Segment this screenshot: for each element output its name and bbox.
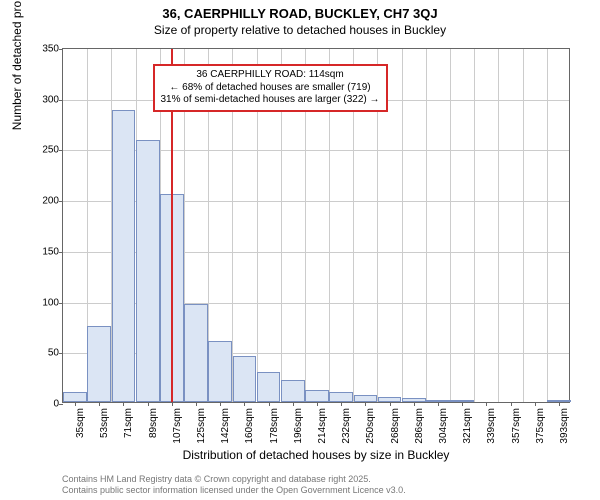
ytick-label: 250 bbox=[42, 145, 59, 156]
histogram-bar bbox=[329, 392, 353, 402]
ytick-mark bbox=[59, 201, 63, 202]
histogram-bar bbox=[402, 398, 426, 402]
xtick-mark bbox=[317, 402, 318, 406]
histogram-bar bbox=[547, 400, 571, 402]
xtick-mark bbox=[559, 402, 560, 406]
xtick-label: 357sqm bbox=[511, 408, 522, 444]
ytick-label: 350 bbox=[42, 44, 59, 55]
plot-area: 05010015020025030035035sqm53sqm71sqm89sq… bbox=[62, 48, 570, 403]
ytick-mark bbox=[59, 49, 63, 50]
ytick-label: 150 bbox=[42, 246, 59, 257]
xtick-label: 393sqm bbox=[559, 408, 570, 444]
xtick-mark bbox=[244, 402, 245, 406]
histogram-bar bbox=[354, 395, 378, 402]
histogram-bar bbox=[87, 326, 111, 402]
xtick-mark bbox=[486, 402, 487, 406]
ytick-mark bbox=[59, 252, 63, 253]
gridline-v bbox=[523, 49, 524, 402]
xtick-mark bbox=[462, 402, 463, 406]
ytick-label: 50 bbox=[48, 348, 59, 359]
xtick-label: 107sqm bbox=[172, 408, 183, 444]
xtick-label: 35sqm bbox=[75, 408, 86, 438]
xtick-mark bbox=[99, 402, 100, 406]
xtick-label: 304sqm bbox=[438, 408, 449, 444]
annotation-line: ← 68% of detached houses are smaller (71… bbox=[161, 82, 380, 95]
xtick-label: 250sqm bbox=[365, 408, 376, 444]
histogram-bar bbox=[136, 140, 160, 402]
xtick-label: 268sqm bbox=[390, 408, 401, 444]
ytick-mark bbox=[59, 100, 63, 101]
xtick-mark bbox=[511, 402, 512, 406]
xtick-mark bbox=[293, 402, 294, 406]
histogram-bar bbox=[63, 392, 87, 402]
xtick-mark bbox=[390, 402, 391, 406]
gridline-v bbox=[474, 49, 475, 402]
xtick-mark bbox=[148, 402, 149, 406]
xtick-label: 53sqm bbox=[99, 408, 110, 438]
footer-attribution: Contains HM Land Registry data © Crown c… bbox=[62, 474, 406, 496]
gridline-v bbox=[498, 49, 499, 402]
plot-frame: 05010015020025030035035sqm53sqm71sqm89sq… bbox=[62, 48, 570, 403]
gridline-v bbox=[450, 49, 451, 402]
chart-subtitle: Size of property relative to detached ho… bbox=[0, 23, 600, 37]
xtick-label: 375sqm bbox=[535, 408, 546, 444]
xtick-mark bbox=[196, 402, 197, 406]
xtick-label: 286sqm bbox=[414, 408, 425, 444]
xtick-mark bbox=[365, 402, 366, 406]
xtick-mark bbox=[220, 402, 221, 406]
xtick-label: 142sqm bbox=[220, 408, 231, 444]
chart-title-block: 36, CAERPHILLY ROAD, BUCKLEY, CH7 3QJ Si… bbox=[0, 0, 600, 37]
gridline-v bbox=[547, 49, 548, 402]
y-axis-label: Number of detached properties bbox=[10, 0, 24, 130]
ytick-label: 300 bbox=[42, 94, 59, 105]
xtick-mark bbox=[75, 402, 76, 406]
histogram-bar bbox=[208, 341, 232, 402]
histogram-bar bbox=[112, 110, 136, 402]
histogram-bar bbox=[233, 356, 257, 402]
ytick-mark bbox=[59, 303, 63, 304]
y-axis-label-wrap: Number of detached properties bbox=[10, 0, 24, 225]
ytick-mark bbox=[59, 404, 63, 405]
xtick-mark bbox=[438, 402, 439, 406]
xtick-label: 160sqm bbox=[244, 408, 255, 444]
chart-title: 36, CAERPHILLY ROAD, BUCKLEY, CH7 3QJ bbox=[0, 6, 600, 21]
xtick-mark bbox=[172, 402, 173, 406]
histogram-bar bbox=[305, 390, 329, 402]
ytick-label: 100 bbox=[42, 297, 59, 308]
annotation-line: 36 CAERPHILLY ROAD: 114sqm bbox=[161, 69, 380, 82]
xtick-mark bbox=[535, 402, 536, 406]
gridline-v bbox=[402, 49, 403, 402]
annotation-line: 31% of semi-detached houses are larger (… bbox=[161, 94, 380, 107]
xtick-label: 178sqm bbox=[269, 408, 280, 444]
footer-line-1: Contains HM Land Registry data © Crown c… bbox=[62, 474, 406, 485]
footer-line-2: Contains public sector information licen… bbox=[62, 485, 406, 496]
ytick-mark bbox=[59, 353, 63, 354]
xtick-mark bbox=[269, 402, 270, 406]
xtick-label: 196sqm bbox=[293, 408, 304, 444]
histogram-bar bbox=[257, 372, 281, 402]
histogram-bar bbox=[450, 400, 474, 402]
x-axis-label: Distribution of detached houses by size … bbox=[62, 448, 570, 462]
xtick-label: 125sqm bbox=[196, 408, 207, 444]
xtick-label: 71sqm bbox=[123, 408, 134, 438]
ytick-mark bbox=[59, 150, 63, 151]
histogram-bar bbox=[378, 397, 402, 402]
histogram-bar bbox=[184, 304, 208, 402]
xtick-label: 232sqm bbox=[341, 408, 352, 444]
histogram-bar bbox=[426, 400, 450, 402]
xtick-mark bbox=[123, 402, 124, 406]
xtick-mark bbox=[341, 402, 342, 406]
gridline-v bbox=[426, 49, 427, 402]
xtick-label: 321sqm bbox=[462, 408, 473, 444]
ytick-label: 200 bbox=[42, 196, 59, 207]
annotation-box: 36 CAERPHILLY ROAD: 114sqm← 68% of detac… bbox=[153, 64, 388, 112]
xtick-label: 89sqm bbox=[148, 408, 159, 438]
xtick-mark bbox=[414, 402, 415, 406]
histogram-bar bbox=[281, 380, 305, 402]
xtick-label: 339sqm bbox=[486, 408, 497, 444]
xtick-label: 214sqm bbox=[317, 408, 328, 444]
